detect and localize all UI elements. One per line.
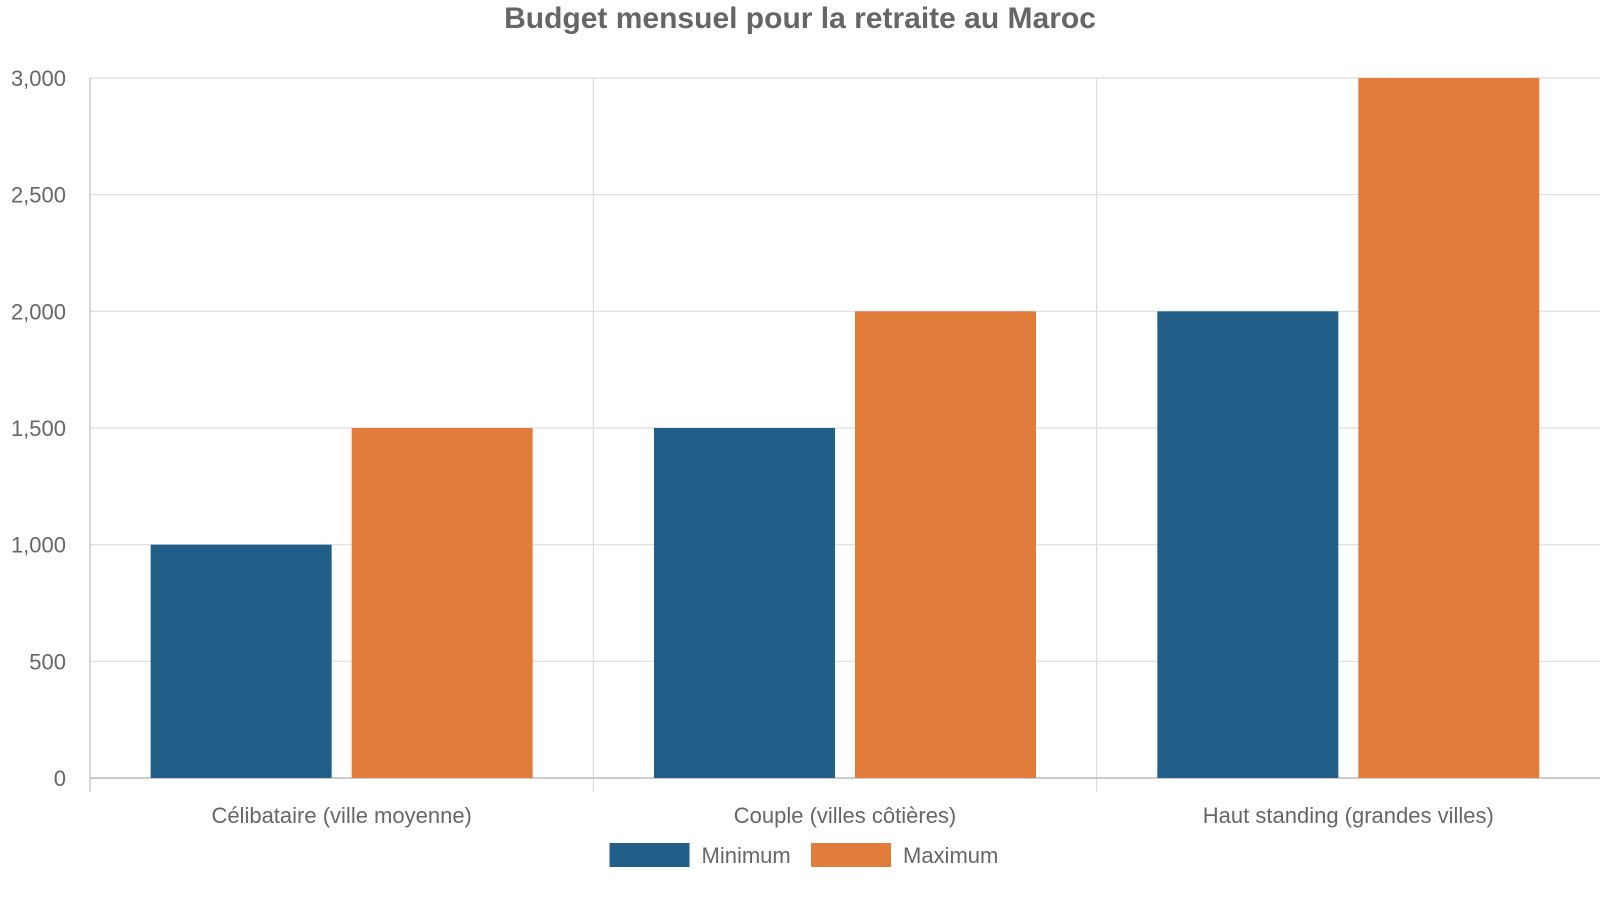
y-tick-label: 3,000: [11, 66, 66, 91]
y-tick-label: 500: [29, 649, 66, 674]
bar-minimum-2: [1157, 311, 1339, 778]
legend-label-maximum: Maximum: [903, 843, 998, 868]
legend-swatch-maximum: [811, 843, 891, 867]
y-tick-label: 2,000: [11, 299, 66, 324]
bar-minimum-1: [654, 428, 835, 778]
chart-title: Budget mensuel pour la retraite au Maroc: [504, 2, 1096, 35]
bar-minimum-0: [150, 544, 332, 778]
x-category-label: Couple (villes côtières): [734, 803, 957, 828]
y-tick-label: 2,500: [11, 183, 66, 208]
y-tick-label: 1,000: [11, 533, 66, 558]
x-category-label: Célibataire (ville moyenne): [211, 803, 471, 828]
legend-swatch-minimum: [609, 843, 690, 867]
bar-maximum-0: [351, 428, 533, 778]
x-category-label: Haut standing (grandes villes): [1203, 803, 1494, 828]
y-tick-label: 1,500: [11, 416, 66, 441]
legend-label-minimum: Minimum: [702, 843, 791, 868]
bar-maximum-2: [1358, 78, 1540, 778]
y-tick-label: 0: [54, 766, 66, 791]
bar-maximum-1: [855, 311, 1036, 778]
